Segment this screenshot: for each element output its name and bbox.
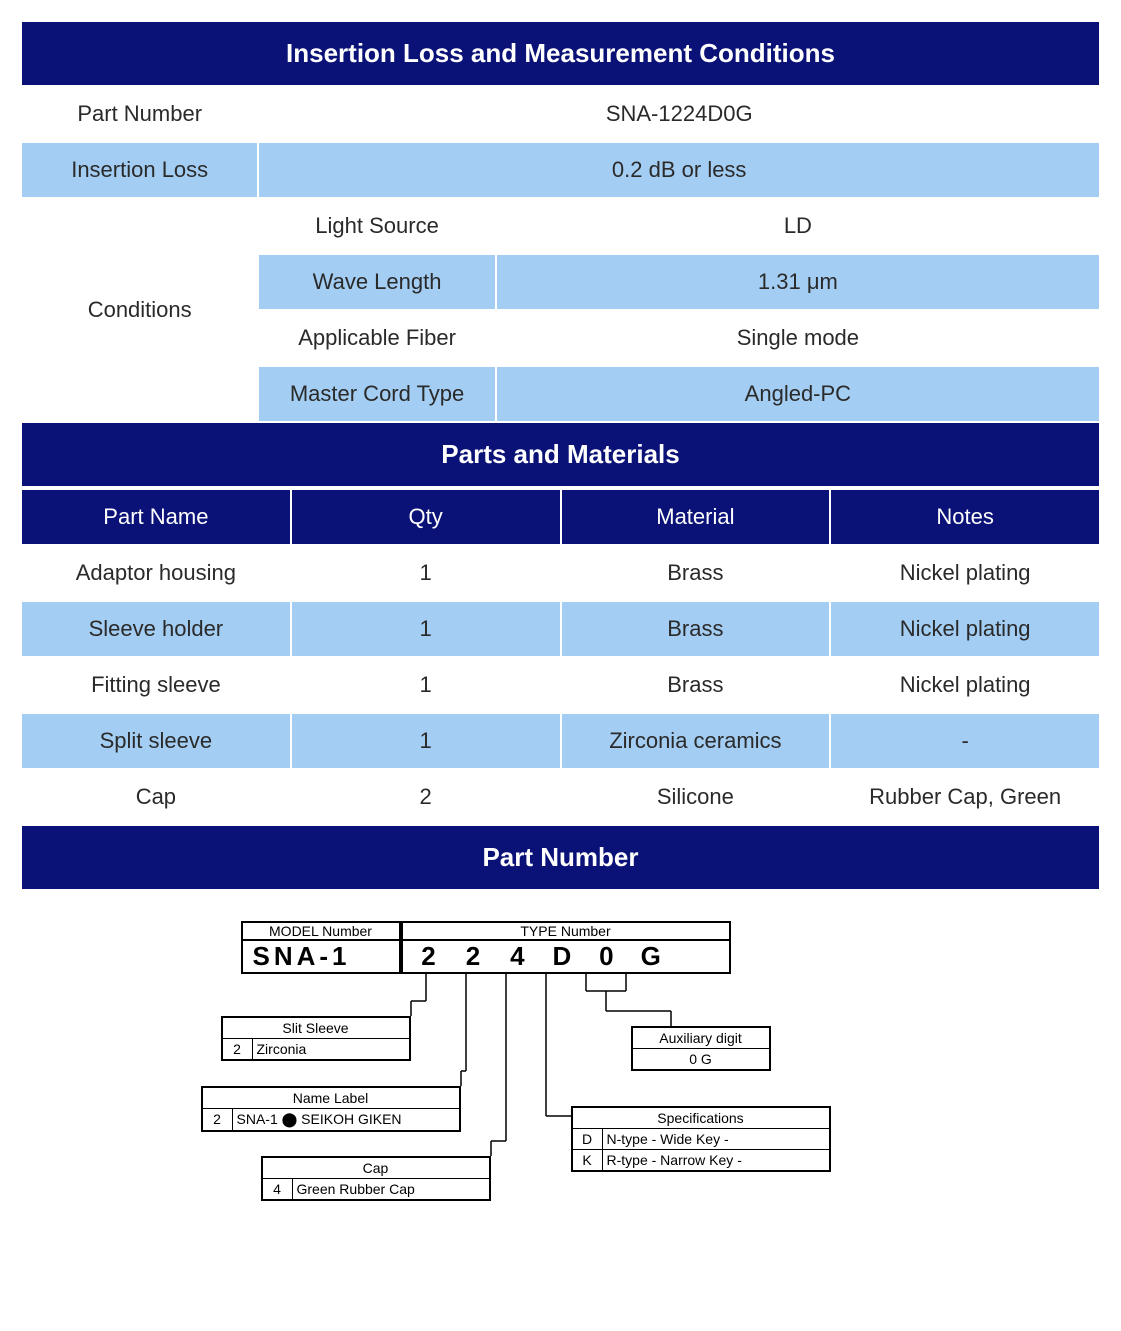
- table-row: Nickel plating: [830, 545, 1100, 601]
- col-notes: Notes: [830, 489, 1100, 545]
- cond-1-label: Wave Length: [258, 254, 495, 310]
- table-row: Cap: [21, 769, 291, 825]
- table-row: Zirconia ceramics: [561, 713, 831, 769]
- section3-title: Part Number: [21, 825, 1100, 890]
- part-number-diagram: MODEL Number SNA-1 TYPE Number 2 2 4 D 0…: [201, 921, 921, 1241]
- cond-0-label: Light Source: [258, 198, 495, 254]
- type-char-2: 4: [497, 941, 537, 972]
- cond-2-label: Applicable Fiber: [258, 310, 495, 366]
- table-row: Split sleeve: [21, 713, 291, 769]
- insertion-loss-label: Insertion Loss: [21, 142, 258, 198]
- table-row: Sleeve holder: [21, 601, 291, 657]
- insertion-loss-value: 0.2 dB or less: [258, 142, 1100, 198]
- conditions-label: Conditions: [21, 198, 258, 422]
- col-part-name: Part Name: [21, 489, 291, 545]
- table-row: Brass: [561, 545, 831, 601]
- model-value: SNA-1: [243, 941, 399, 972]
- table-row: Nickel plating: [830, 601, 1100, 657]
- col-qty: Qty: [291, 489, 561, 545]
- table-row: 1: [291, 545, 561, 601]
- callout-aux-digit: Auxiliary digit 0 G: [631, 1026, 771, 1071]
- type-char-1: 2: [453, 941, 493, 972]
- table-row: 1: [291, 657, 561, 713]
- table-row: Nickel plating: [830, 657, 1100, 713]
- section2-title: Parts and Materials: [21, 422, 1100, 487]
- table-row: 2: [291, 769, 561, 825]
- table-row: Rubber Cap, Green: [830, 769, 1100, 825]
- parts-materials-table: Part Name Qty Material Notes Adaptor hou…: [20, 488, 1101, 891]
- type-char-5: G: [631, 941, 671, 972]
- model-header: MODEL Number: [243, 923, 399, 941]
- type-char-4: 0: [586, 941, 626, 972]
- type-char-3: D: [542, 941, 582, 972]
- table-row: Silicone: [561, 769, 831, 825]
- table-row: Brass: [561, 657, 831, 713]
- cond-3-label: Master Cord Type: [258, 366, 495, 422]
- callout-specifications: Specifications D N-type - Wide Key - K R…: [571, 1106, 831, 1172]
- callout-cap: Cap 4 Green Rubber Cap: [261, 1156, 491, 1201]
- section1-title: Insertion Loss and Measurement Condition…: [21, 21, 1100, 86]
- table-row: Fitting sleeve: [21, 657, 291, 713]
- part-number-label: Part Number: [21, 86, 258, 142]
- table-row: 1: [291, 601, 561, 657]
- table-row: -: [830, 713, 1100, 769]
- insertion-loss-table: Insertion Loss and Measurement Condition…: [20, 20, 1101, 488]
- part-number-value: SNA-1224D0G: [258, 86, 1100, 142]
- col-material: Material: [561, 489, 831, 545]
- type-char-0: 2: [409, 941, 449, 972]
- page-container: Insertion Loss and Measurement Condition…: [0, 0, 1121, 1311]
- callout-slit-sleeve: Slit Sleeve 2 Zirconia: [221, 1016, 411, 1061]
- table-row: 1: [291, 713, 561, 769]
- table-row: Brass: [561, 601, 831, 657]
- cond-0-value: LD: [496, 198, 1100, 254]
- cond-3-value: Angled-PC: [496, 366, 1100, 422]
- cond-2-value: Single mode: [496, 310, 1100, 366]
- table-row: Adaptor housing: [21, 545, 291, 601]
- cond-1-value: 1.31 μm: [496, 254, 1100, 310]
- type-header: TYPE Number: [403, 923, 729, 941]
- callout-name-label: Name Label 2 SNA-1 ⬤ SEIKOH GIKEN: [201, 1086, 461, 1132]
